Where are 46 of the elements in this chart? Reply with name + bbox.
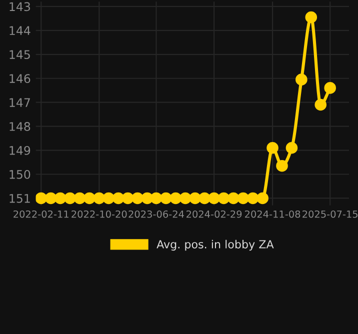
point <box>276 160 288 172</box>
point <box>44 192 57 204</box>
point <box>314 98 327 111</box>
point <box>179 192 192 204</box>
x-tick-label: 2024-11-08 <box>244 210 300 218</box>
point <box>296 74 308 86</box>
point <box>266 142 278 154</box>
point <box>198 192 210 204</box>
point <box>36 192 48 204</box>
x-tick-label: 2023-06-24 <box>128 210 184 218</box>
point <box>150 192 162 204</box>
y-tick-label: 151 <box>10 194 30 203</box>
point <box>74 192 86 204</box>
legend-label: Avg. pos. in lobby ZA <box>156 240 274 251</box>
point <box>112 192 124 204</box>
point <box>324 82 336 94</box>
point <box>132 192 144 204</box>
x-tick-label: 2025-07-15 <box>302 210 358 218</box>
x-tick-label: 2022-10-20 <box>72 210 127 218</box>
point <box>93 192 106 204</box>
point <box>122 192 134 204</box>
point <box>246 192 259 204</box>
point <box>305 11 318 24</box>
x-tick-label: 2022-02-11 <box>14 210 68 218</box>
y-tick-label: 147 <box>10 98 30 107</box>
point <box>237 192 250 204</box>
x-tick-label: 2024-02-29 <box>186 210 242 218</box>
y-tick-label: 150 <box>10 170 30 179</box>
point <box>64 192 76 204</box>
y-tick-label: 146 <box>10 74 30 84</box>
point <box>228 192 240 204</box>
point <box>189 192 201 204</box>
point <box>54 192 66 204</box>
y-tick-label: 149 <box>10 146 30 155</box>
point <box>160 192 172 204</box>
point <box>208 192 220 204</box>
point <box>256 192 268 204</box>
y-tick-label: 144 <box>10 26 30 35</box>
point <box>286 142 298 154</box>
point <box>218 192 230 204</box>
y-tick-label: 143 <box>10 2 30 12</box>
y-tick-label: 145 <box>10 50 30 60</box>
y-tick-label: 148 <box>10 122 30 131</box>
point <box>170 192 182 204</box>
point <box>102 192 115 204</box>
point <box>84 192 96 204</box>
